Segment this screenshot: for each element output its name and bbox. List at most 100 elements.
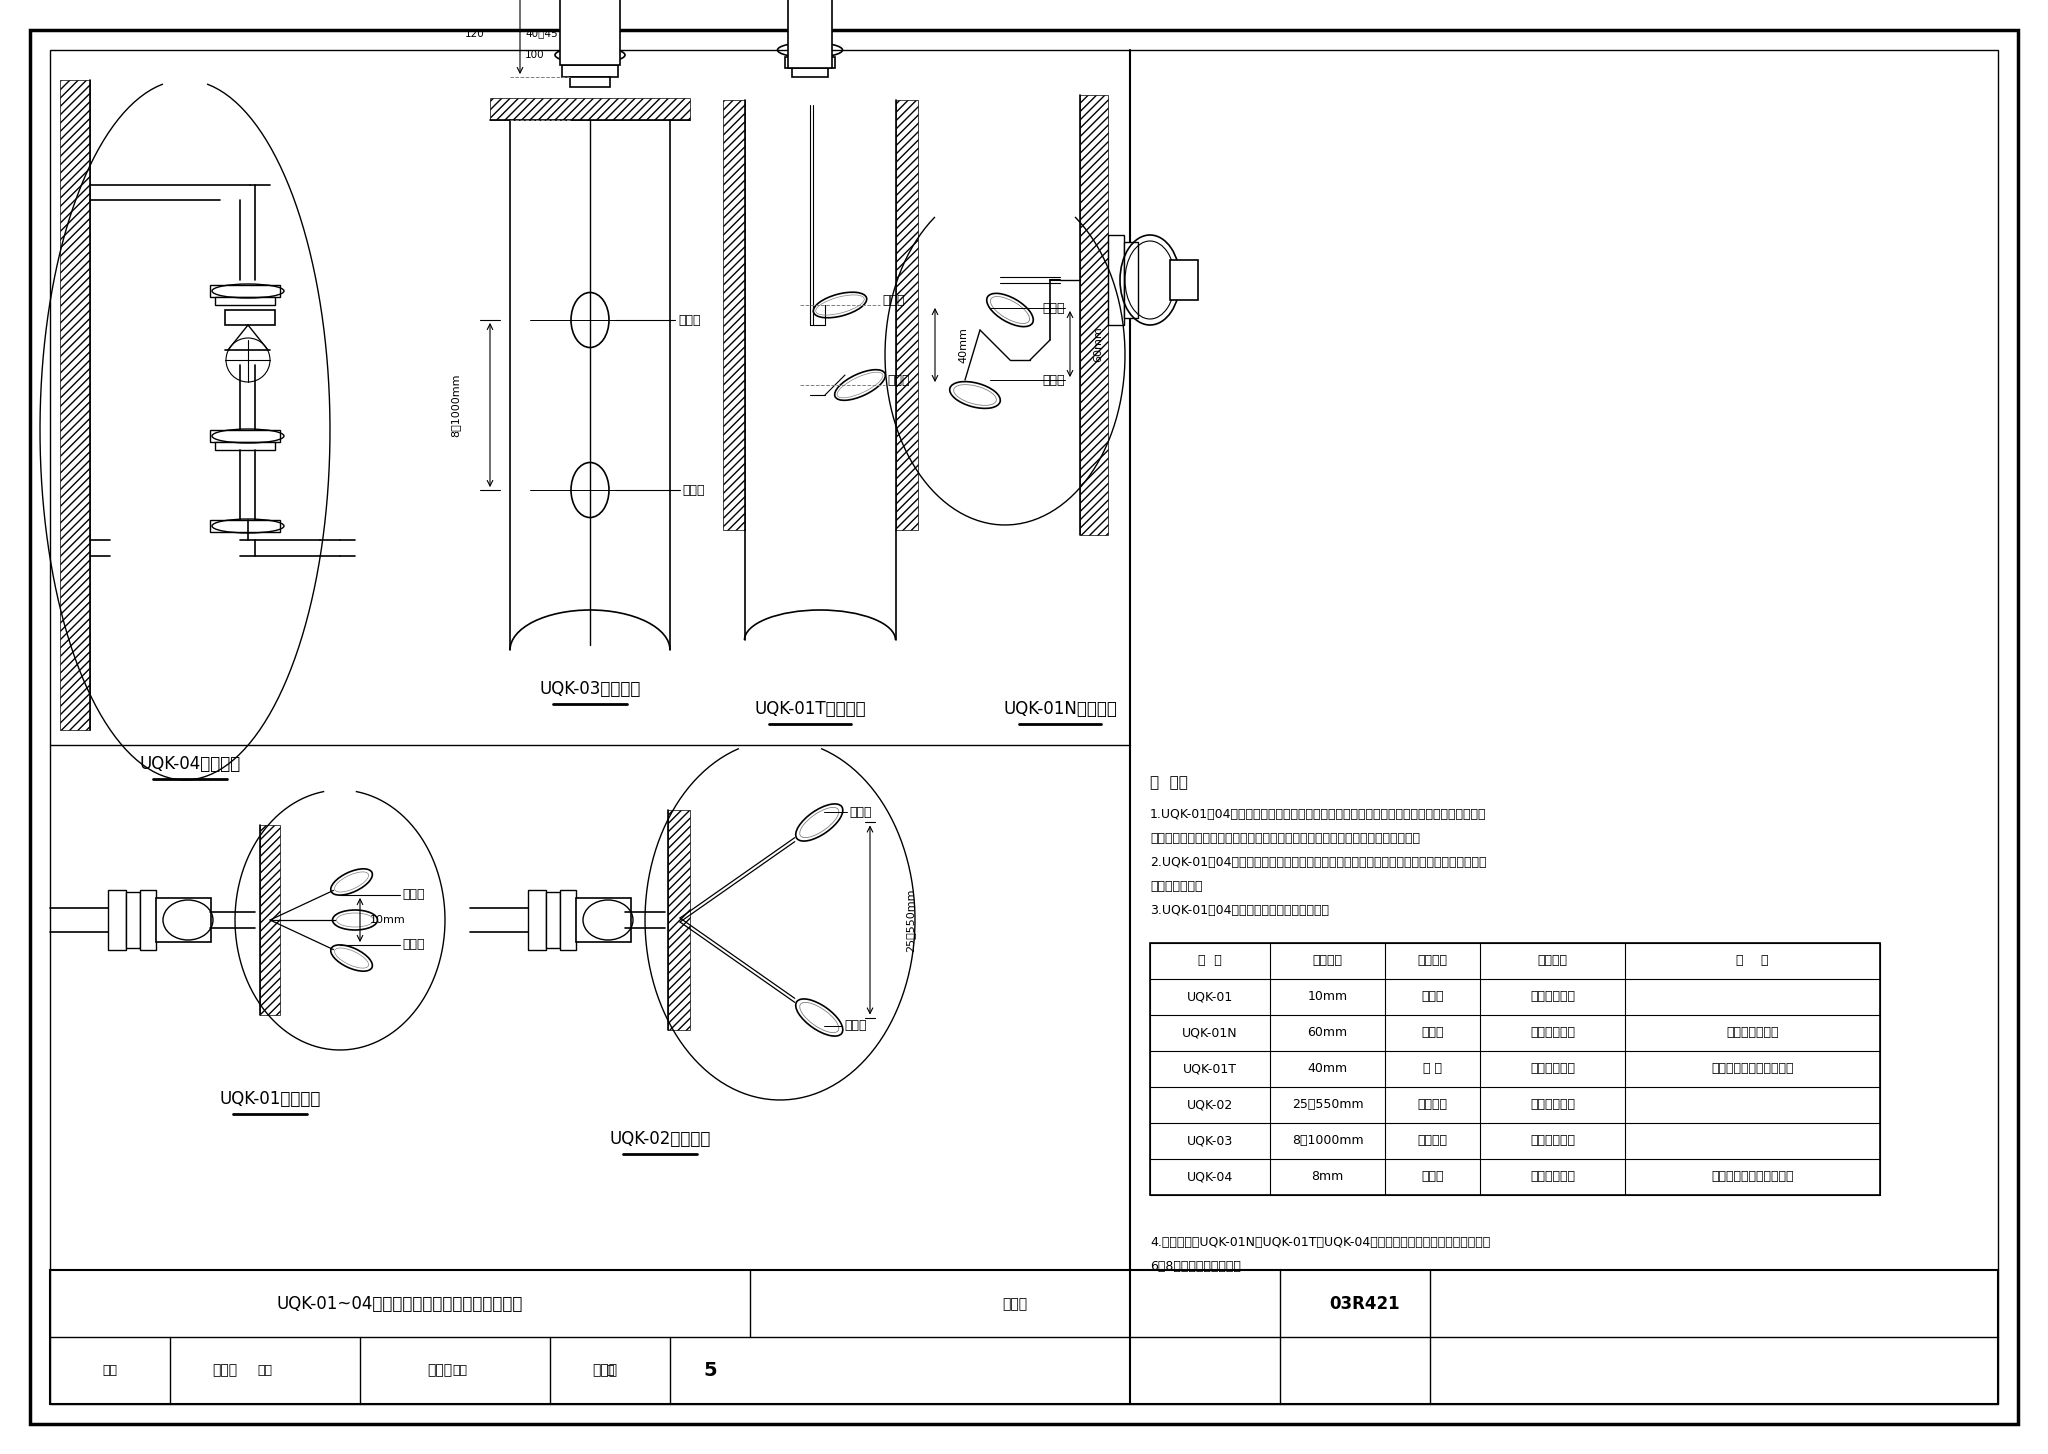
Text: 图集号: 图集号: [1001, 1297, 1028, 1312]
Bar: [49, 1269, 1999, 1405]
Text: 下液位: 下液位: [682, 484, 705, 496]
Text: UQK-01T: UQK-01T: [1184, 1063, 1237, 1076]
Text: 25～550mm: 25～550mm: [905, 888, 915, 952]
Bar: [547, 891, 559, 948]
Text: 外侧水平安装: 外侧水平安装: [1530, 1170, 1575, 1184]
Bar: [215, 297, 274, 305]
Bar: [1169, 260, 1198, 300]
Bar: [561, 65, 618, 77]
Text: 说  明：: 说 明：: [1151, 775, 1188, 790]
Text: 顶端水平安装: 顶端水平安装: [1530, 990, 1575, 1003]
Bar: [1079, 95, 1108, 535]
Bar: [575, 899, 631, 942]
Text: 上液位: 上液位: [401, 888, 424, 901]
Text: 下液位: 下液位: [401, 938, 424, 951]
Text: UQK-02安装方案: UQK-02安装方案: [610, 1130, 711, 1149]
Text: 5: 5: [702, 1361, 717, 1380]
Text: 不可调: 不可调: [1421, 1170, 1444, 1184]
Text: 40～45: 40～45: [524, 29, 557, 38]
Text: 用于经常拆卸安装的场合: 用于经常拆卸安装的场合: [1712, 1170, 1794, 1184]
Bar: [895, 100, 918, 531]
Text: UQK-04安装方案: UQK-04安装方案: [139, 755, 240, 774]
Text: 动作界限: 动作界限: [1313, 954, 1343, 967]
Text: 40mm: 40mm: [1307, 1063, 1348, 1076]
Text: 用于高粘度介质: 用于高粘度介质: [1726, 1027, 1780, 1040]
Text: 不可调: 不可调: [1421, 1027, 1444, 1040]
Text: 李茂宦: 李茂宦: [428, 1362, 453, 1377]
Text: 6～8页安装图进行安装。: 6～8页安装图进行安装。: [1151, 1261, 1241, 1274]
Text: 4.本图集给出UQK-01N、UQK-01T、UQK-04、浮球液位控制器详细安装图参照第: 4.本图集给出UQK-01N、UQK-01T、UQK-04、浮球液位控制器详细安…: [1151, 1236, 1491, 1249]
Text: 10mm: 10mm: [371, 915, 406, 925]
Bar: [793, 68, 827, 77]
Text: 导磁性的介质。: 导磁性的介质。: [1151, 880, 1202, 893]
Text: 顶端垂直安装: 顶端垂直安装: [1530, 1134, 1575, 1147]
Text: 安装方式: 安装方式: [1538, 954, 1567, 967]
Text: 审核: 审核: [102, 1364, 117, 1377]
Text: 顶端水平安装: 顶端水平安装: [1530, 1099, 1575, 1111]
Text: UQK-01~04浮球液位控制器在设备上安装方式: UQK-01~04浮球液位控制器在设备上安装方式: [276, 1296, 522, 1313]
Text: 张方友: 张方友: [592, 1362, 618, 1377]
Text: 顶端垂直安装: 顶端垂直安装: [1530, 1063, 1575, 1076]
Bar: [489, 97, 690, 121]
Text: 于各种容器内液位控制，当液位达到上、下切换值时，控制器触点输出开关信号。: 于各种容器内液位控制，当液位达到上、下切换值时，控制器触点输出开关信号。: [1151, 832, 1419, 845]
Bar: [1151, 944, 1880, 1195]
Text: 100: 100: [524, 49, 545, 60]
Text: 设计: 设计: [453, 1364, 467, 1377]
Text: 40mm: 40mm: [958, 327, 969, 364]
Bar: [1124, 241, 1139, 318]
Text: 3.UQK-01～04系列浮球液位控制器选型表：: 3.UQK-01～04系列浮球液位控制器选型表：: [1151, 904, 1329, 917]
Bar: [211, 285, 281, 297]
Text: 8mm: 8mm: [1311, 1170, 1343, 1184]
Bar: [1108, 236, 1124, 326]
Text: 下液位: 下液位: [844, 1019, 866, 1032]
Text: UQK-04: UQK-04: [1188, 1170, 1233, 1184]
Text: 页: 页: [606, 1364, 614, 1377]
Bar: [225, 310, 274, 326]
Text: UQK-02: UQK-02: [1188, 1099, 1233, 1111]
Text: 无级可调: 无级可调: [1417, 1134, 1448, 1147]
Text: 调整方式: 调整方式: [1417, 954, 1448, 967]
Text: 下液位: 下液位: [1042, 374, 1065, 387]
Text: 8～1000mm: 8～1000mm: [1292, 1134, 1364, 1147]
Text: 60mm: 60mm: [1094, 326, 1104, 362]
Text: 上液位: 上液位: [1042, 301, 1065, 314]
Text: UQK-01安装方案: UQK-01安装方案: [219, 1090, 322, 1108]
Text: UQK-03安装方案: UQK-03安装方案: [539, 680, 641, 698]
Bar: [215, 442, 274, 449]
Bar: [211, 430, 281, 442]
Bar: [59, 80, 90, 730]
Text: UQK-01T安装方案: UQK-01T安装方案: [754, 699, 866, 718]
Text: 可 调: 可 调: [1423, 1063, 1442, 1076]
Text: 2.UQK-01～04系列浮球液位控制器不适用于对黄铜或不锈钢等材料有较强腐蚀作用以及具有: 2.UQK-01～04系列浮球液位控制器不适用于对黄铜或不锈钢等材料有较强腐蚀作…: [1151, 856, 1487, 869]
Text: 上液位: 上液位: [850, 806, 872, 819]
Text: UQK-01N安装方案: UQK-01N安装方案: [1004, 699, 1116, 718]
Bar: [668, 810, 690, 1029]
Text: 1.UQK-01～04系列浮球液位控制器有防爆和非防爆两大类，设计时根据介质进行选择。适用: 1.UQK-01～04系列浮球液位控制器有防爆和非防爆两大类，设计时根据介质进行…: [1151, 808, 1487, 822]
Bar: [559, 890, 575, 949]
Text: 用于侧面无法安装的场合: 用于侧面无法安装的场合: [1712, 1063, 1794, 1076]
Text: 有级可调: 有级可调: [1417, 1099, 1448, 1111]
Bar: [723, 100, 745, 531]
Bar: [788, 0, 831, 68]
Bar: [784, 57, 836, 68]
Bar: [528, 890, 547, 949]
Text: 60mm: 60mm: [1307, 1027, 1348, 1040]
Text: UQK-01N: UQK-01N: [1182, 1027, 1237, 1040]
Text: UQK-03: UQK-03: [1188, 1134, 1233, 1147]
Text: 不可调: 不可调: [1421, 990, 1444, 1003]
Text: 型  号: 型 号: [1198, 954, 1223, 967]
Bar: [260, 824, 281, 1015]
Text: 田鸿男: 田鸿男: [213, 1362, 238, 1377]
Bar: [139, 890, 156, 949]
Text: 用    途: 用 途: [1737, 954, 1769, 967]
Bar: [569, 77, 610, 87]
Bar: [211, 521, 281, 532]
Text: 8～1000mm: 8～1000mm: [451, 374, 461, 436]
Bar: [156, 899, 211, 942]
Text: 120: 120: [465, 29, 485, 39]
Text: 上液位: 上液位: [678, 314, 700, 327]
Bar: [127, 891, 139, 948]
Text: UQK-01: UQK-01: [1188, 990, 1233, 1003]
Bar: [109, 890, 127, 949]
Bar: [559, 0, 621, 65]
